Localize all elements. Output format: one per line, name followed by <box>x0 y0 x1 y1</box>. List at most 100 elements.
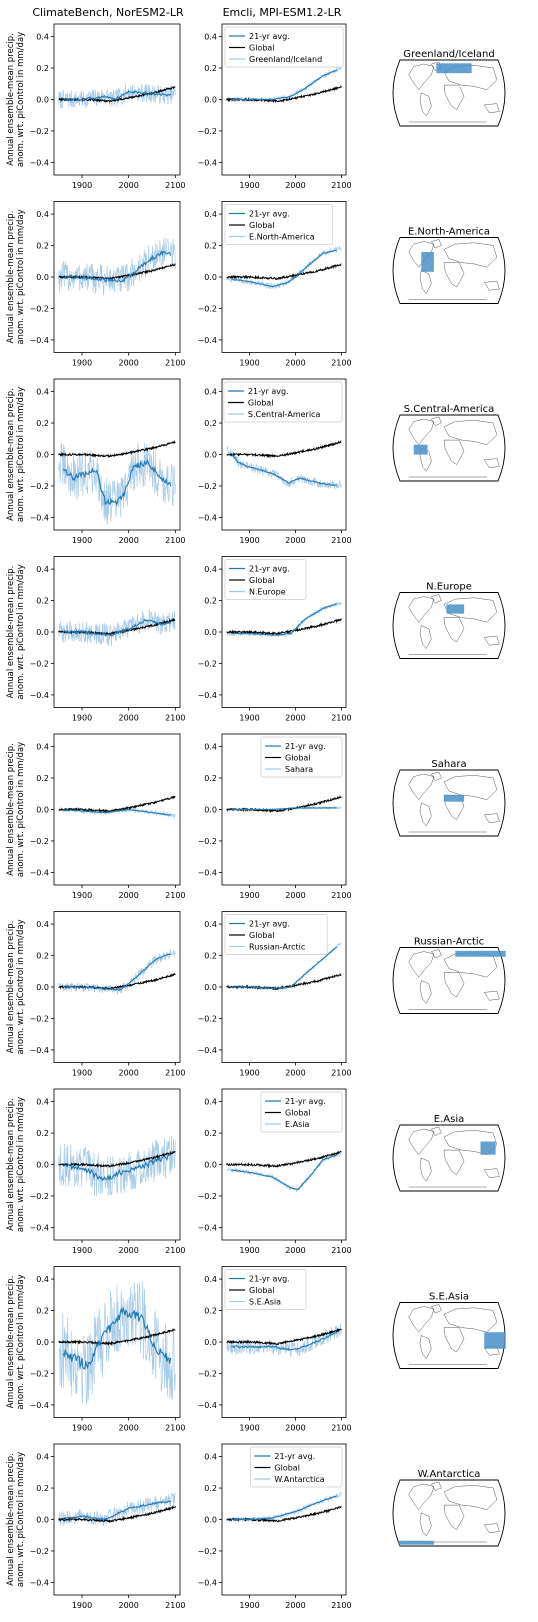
global-series-line <box>58 795 176 813</box>
avg-series-line <box>62 458 172 507</box>
legend-label: Global <box>249 221 275 230</box>
legend-label: 21-yr avg. <box>249 920 290 929</box>
x-tick-label: 1900 <box>72 1424 92 1433</box>
y-tick-label: −0.4 <box>30 691 49 700</box>
avg-series-line <box>63 1500 171 1521</box>
y-tick-label: −0.2 <box>30 1192 49 1201</box>
continent-outline <box>443 84 465 110</box>
y-tick-label: 0.0 <box>204 983 217 992</box>
y-tick-label: 0.4 <box>36 33 49 42</box>
region-row-1: −0.4 −0.2 0.0 0.2 0.4 1900 2000 2100 −0.4 −0.2 0.0… <box>6 201 506 368</box>
map-outline <box>392 1302 506 1369</box>
y-tick-label: 0.0 <box>204 273 217 282</box>
annual-series-line <box>58 1135 176 1197</box>
x-tick-label: 1900 <box>239 714 259 723</box>
global-series-line <box>58 1150 176 1169</box>
legend: 21-yr avg. Global W.Antarctica <box>250 1446 343 1488</box>
x-tick-label: 1900 <box>72 891 92 900</box>
x-tick-label: 2000 <box>285 1069 305 1078</box>
continent-outline <box>408 1483 435 1511</box>
continent-outline <box>443 775 498 800</box>
y-axis-label: Annual ensemble-mean precip. anom. wrt. p… <box>6 387 26 522</box>
legend-label: N.Europe <box>249 588 286 597</box>
annual-series-line <box>58 1493 176 1527</box>
legend-label: 21-yr avg. <box>248 387 289 396</box>
y-tick-label: −0.2 <box>30 304 49 313</box>
y-tick-label: 0.0 <box>36 273 49 282</box>
continent-outline <box>431 1304 442 1314</box>
avg-series-line <box>231 946 338 990</box>
legend-label: Global <box>249 931 275 940</box>
region-title: S.Central-America <box>404 404 495 415</box>
emcli-panel: −0.4 −0.2 0.0 0.2 0.4 1900 2000 2100 21-yr avg. G… <box>198 23 352 190</box>
x-tick-label: 1900 <box>239 359 259 368</box>
x-tick-label: 1900 <box>72 1601 92 1610</box>
region-highlight <box>398 1540 434 1545</box>
x-tick-label: 2000 <box>285 1246 305 1255</box>
legend-box <box>260 736 343 778</box>
region-map <box>392 59 506 127</box>
y-tick-label: 0.4 <box>204 1098 217 1107</box>
continent-outline <box>408 773 435 801</box>
x-tick-label: 2100 <box>331 1601 351 1610</box>
annual-series-line <box>226 65 342 103</box>
y-tick-label: −0.2 <box>198 127 217 136</box>
x-tick-label: 1900 <box>239 1601 259 1610</box>
global-series-line <box>58 1505 176 1524</box>
emcli-panel: −0.4 −0.2 0.0 0.2 0.4 1900 2000 2100 21-yr avg. G… <box>198 1443 352 1610</box>
annual-series-line <box>58 237 176 296</box>
y-tick-label: 0.2 <box>204 774 217 783</box>
legend-box <box>250 1446 343 1488</box>
x-tick-label: 1900 <box>72 1069 92 1078</box>
y-tick-label: −0.4 <box>30 1046 49 1055</box>
y-tick-label: 0.4 <box>204 210 217 219</box>
region-map <box>392 237 506 304</box>
y-axis-label: Annual ensemble-mean precip. anom. wrt. p… <box>6 1274 26 1409</box>
y-tick-label: 0.2 <box>204 64 217 73</box>
y-tick-label: 0.0 <box>36 96 49 105</box>
map-outline <box>392 59 506 127</box>
y-tick-label: 0.2 <box>36 1307 49 1316</box>
x-tick-label: 2100 <box>165 1601 185 1610</box>
region-row-3: −0.4 −0.2 0.0 0.2 0.4 1900 2000 2100 −0.4 −0.2 0.0… <box>6 556 506 723</box>
y-axis-label-line: anom. wrt. piControl in mm/day <box>16 919 26 1054</box>
x-tick-label: 1900 <box>239 1424 259 1433</box>
y-axis-label: Annual ensemble-mean precip. anom. wrt. p… <box>6 1452 26 1587</box>
legend-label: 21-yr avg. <box>285 1097 326 1106</box>
continent-outline <box>443 1307 498 1333</box>
x-tick-label: 2100 <box>331 891 351 900</box>
x-tick-label: 2100 <box>165 359 185 368</box>
x-tick-label: 2100 <box>331 1246 351 1255</box>
y-tick-label: 0.0 <box>204 1161 217 1170</box>
region-title: Greenland/Iceland <box>403 49 494 60</box>
continent-outline <box>443 617 465 643</box>
continent-outline <box>443 1327 465 1353</box>
y-tick-label: 0.2 <box>36 1484 49 1493</box>
continent-outline <box>443 1504 465 1530</box>
map-outline <box>392 592 506 659</box>
y-tick-label: −0.2 <box>30 837 49 846</box>
region-row-5: −0.4 −0.2 0.0 0.2 0.4 1900 2000 2100 −0.4 −0.2 0.0… <box>6 911 506 1078</box>
continent-outline <box>431 1126 442 1136</box>
legend: 21-yr avg. Global Greenland/Iceland <box>224 26 344 68</box>
y-tick-label: 0.2 <box>36 597 49 606</box>
x-tick-label: 2000 <box>118 359 138 368</box>
annual-series-line <box>226 601 342 638</box>
continent-outline <box>408 63 435 91</box>
y-tick-label: 0.4 <box>36 1098 49 1107</box>
continent-outline <box>408 951 435 978</box>
y-axis-label-line: Annual ensemble-mean precip. <box>6 921 16 1054</box>
y-tick-label: −0.4 <box>30 336 49 345</box>
emcli-panel: −0.4 −0.2 0.0 0.2 0.4 1900 2000 2100 21-yr avg. G… <box>198 1088 352 1255</box>
continent-outline <box>443 262 465 288</box>
y-tick-label: 0.4 <box>36 565 49 574</box>
x-tick-label: 2000 <box>118 714 138 723</box>
y-tick-label: −0.4 <box>30 513 49 522</box>
y-tick-label: −0.4 <box>30 1401 49 1410</box>
y-tick-label: 0.2 <box>36 774 49 783</box>
avg-series-line <box>230 1331 338 1351</box>
annual-series-line <box>58 948 176 995</box>
legend: 21-yr avg. Global S.Central-America <box>223 381 343 423</box>
x-tick-label: 1900 <box>72 536 92 545</box>
y-axis-label-line: anom. wrt. piControl in mm/day <box>16 742 26 877</box>
